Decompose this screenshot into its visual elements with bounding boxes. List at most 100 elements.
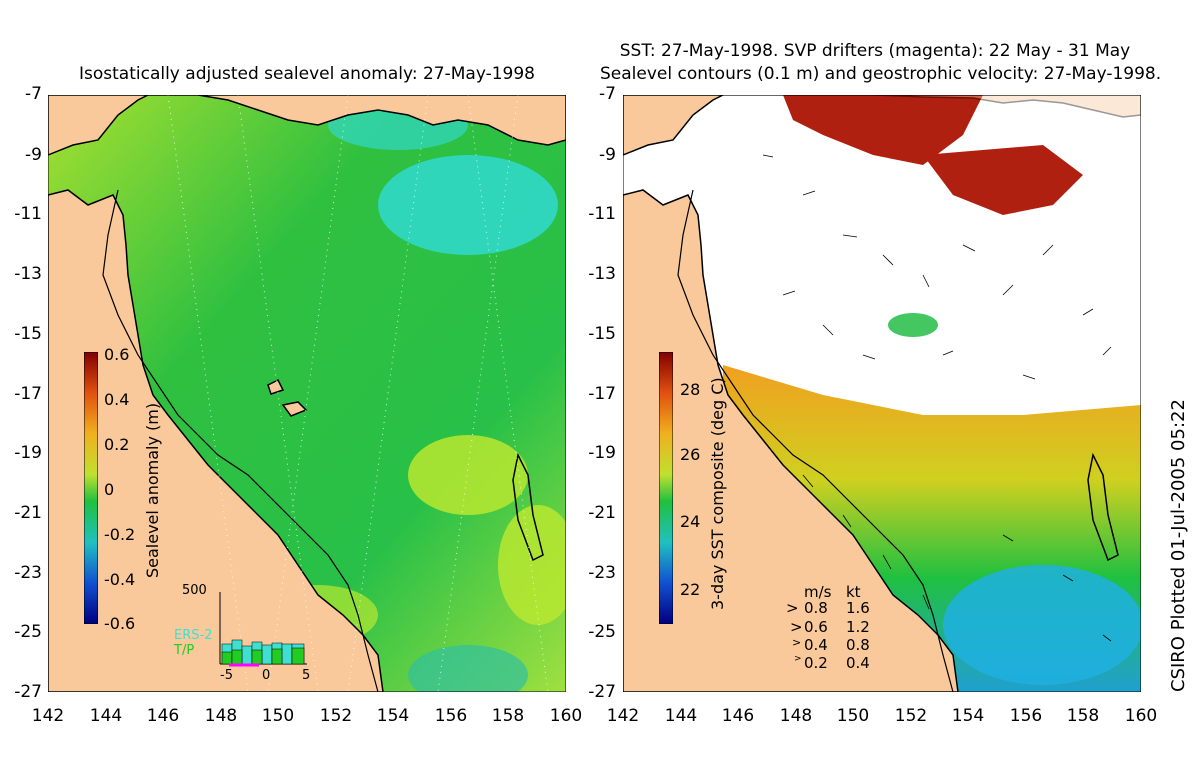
- velocity-key-kt-3: 0.4: [846, 654, 870, 672]
- sst-cold-patch: [943, 565, 1141, 685]
- left-xtick-5: 152: [319, 706, 353, 726]
- sst-warm-north: [783, 95, 983, 165]
- right-cb-tick-3: 22: [680, 580, 701, 599]
- right-ytick-3: -13: [588, 264, 616, 284]
- inset-xtick-5: 5: [302, 668, 311, 683]
- right-xtick-9: 160: [1124, 706, 1158, 726]
- inset-legend-tp: T/P: [174, 643, 195, 658]
- right-ytick-8: -23: [588, 563, 616, 583]
- velocity-key-header-ms: m/s: [804, 583, 832, 601]
- left-ytick-10: -27: [14, 682, 42, 702]
- left-xtick-3: 148: [204, 706, 238, 726]
- island-contour: [1087, 452, 1119, 562]
- australia-land: [48, 189, 384, 692]
- left-ytick-6: -19: [14, 443, 42, 463]
- left-xtick-6: 154: [376, 706, 410, 726]
- left-ytick-1: -9: [25, 145, 42, 165]
- left-xtick-4: 150: [261, 706, 295, 726]
- right-xtick-0: 142: [606, 706, 640, 726]
- left-colorbar-label: Sealevel anomaly (m): [143, 402, 162, 578]
- left-xtick-8: 158: [491, 706, 525, 726]
- inset-histogram: [219, 592, 307, 667]
- right-ytick-7: -21: [588, 503, 616, 523]
- left-ytick-4: -15: [14, 324, 42, 344]
- new-guinea-peninsula: [48, 95, 149, 156]
- right-ytick-4: -15: [588, 324, 616, 344]
- left-ytick-3: -13: [14, 264, 42, 284]
- sst-green-patch: [888, 313, 938, 337]
- velocity-key-arrow-3: >: [794, 654, 802, 664]
- cyan-anomaly-patch: [378, 155, 558, 255]
- velocity-key-kt-2: 0.8: [846, 636, 870, 654]
- right-xtick-1: 144: [664, 706, 698, 726]
- right-xtick-5: 152: [894, 706, 928, 726]
- left-ytick-8: -23: [14, 563, 42, 583]
- left-ytick-7: -21: [14, 503, 42, 523]
- right-panel-title-line1: SST: 27-May-1998. SVP drifters (magenta)…: [619, 41, 1131, 61]
- right-xtick-4: 150: [836, 706, 870, 726]
- inset-legend-ers2: ERS-2: [174, 628, 213, 643]
- left-xtick-2: 146: [146, 706, 180, 726]
- right-ytick-0: -7: [599, 84, 616, 104]
- left-xtick-1: 144: [89, 706, 123, 726]
- right-xtick-2: 146: [721, 706, 755, 726]
- right-panel-title-line2: Sealevel contours (0.1 m) and geostrophi…: [600, 64, 1162, 84]
- sst-warm-north-2: [923, 145, 1083, 215]
- inset-ymax: 500: [182, 583, 207, 598]
- australia-land: [623, 189, 959, 692]
- velocity-arrows: [762, 154, 1112, 642]
- yellowgreen-anomaly: [408, 435, 528, 515]
- left-cb-tick-5: -0.4: [104, 570, 136, 589]
- velocity-key-ms-1: 0.6: [804, 618, 828, 636]
- island-3: [512, 452, 544, 562]
- right-cb-tick-2: 24: [680, 512, 701, 531]
- velocity-key-arrow-1: >: [790, 618, 803, 636]
- left-ytick-9: -25: [14, 622, 42, 642]
- left-xtick-0: 142: [31, 706, 65, 726]
- right-ytick-2: -11: [588, 204, 616, 224]
- left-ytick-0: -7: [25, 84, 42, 104]
- left-cb-tick-1: 0.4: [104, 390, 130, 409]
- right-ytick-10: -27: [588, 682, 616, 702]
- right-cb-tick-1: 26: [680, 445, 701, 464]
- right-colorbar-label: 3-day SST composite (deg C): [708, 377, 727, 610]
- velocity-key-kt-1: 1.2: [846, 618, 870, 636]
- left-cb-tick-3: 0: [104, 480, 115, 499]
- right-ytick-6: -19: [588, 443, 616, 463]
- velocity-key-ms-2: 0.4: [804, 636, 828, 654]
- left-xtick-9: 160: [549, 706, 583, 726]
- left-colorbar: [84, 352, 98, 624]
- right-xtick-3: 148: [779, 706, 813, 726]
- velocity-key-arrow-0: >: [786, 599, 799, 617]
- velocity-key-header-kt: kt: [846, 583, 861, 601]
- island-1: [267, 378, 285, 395]
- left-xtick-7: 156: [434, 706, 468, 726]
- velocity-key-ms-0: 0.8: [804, 599, 828, 617]
- left-cb-tick-2: 0.2: [104, 435, 130, 454]
- right-map: [623, 95, 1141, 692]
- velocity-key-kt-0: 1.6: [846, 599, 870, 617]
- plot-credit: CSIRO Plotted 01-Jul-2005 05:22: [1168, 399, 1189, 692]
- velocity-key-ms-3: 0.2: [804, 654, 828, 672]
- right-xtick-7: 156: [1009, 706, 1043, 726]
- cyan-patch-south: [408, 645, 528, 692]
- right-ytick-5: -17: [588, 384, 616, 404]
- right-cb-tick-0: 28: [680, 380, 701, 399]
- right-ytick-9: -25: [588, 622, 616, 642]
- new-guinea-land: [48, 95, 566, 146]
- inset-xtick-neg5: -5: [220, 668, 233, 683]
- island-2: [281, 401, 308, 417]
- left-map: [48, 95, 566, 692]
- shelf-contour: [102, 189, 379, 692]
- left-cb-tick-6: -0.6: [104, 614, 136, 633]
- left-cb-tick-4: -0.2: [104, 525, 136, 544]
- right-ytick-1: -9: [599, 145, 616, 165]
- new-guinea-land: [623, 95, 1141, 118]
- right-xtick-8: 158: [1066, 706, 1100, 726]
- shelf-contour: [677, 189, 954, 692]
- left-cb-tick-0: 0.6: [104, 345, 130, 364]
- left-ytick-2: -11: [14, 204, 42, 224]
- velocity-key-arrow-2: >: [792, 636, 802, 649]
- right-colorbar: [659, 352, 673, 624]
- left-ytick-5: -17: [14, 384, 42, 404]
